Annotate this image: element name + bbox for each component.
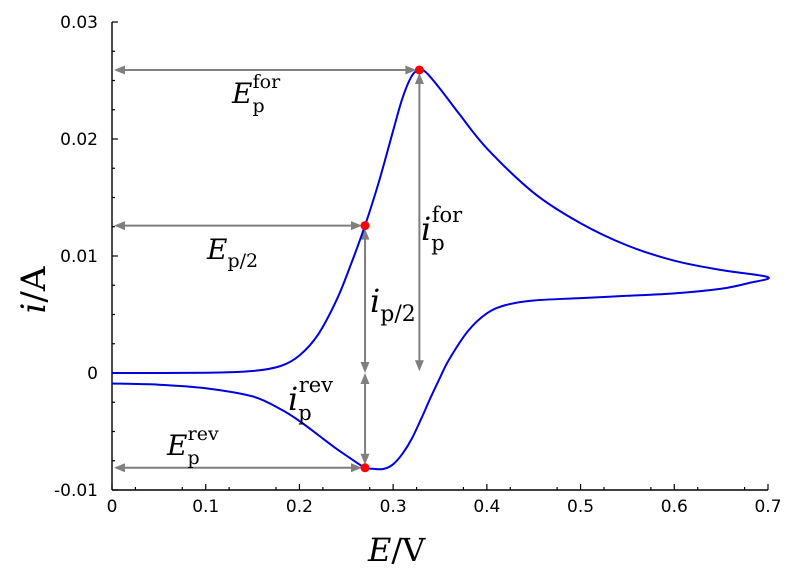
x-tick-label: 0.1 <box>192 497 219 517</box>
reverse-peak-marker <box>360 463 370 473</box>
arrow-i-p-half-head-start <box>360 228 370 240</box>
x-tick-label: 0.5 <box>567 497 594 517</box>
arrow-i-p-for-head-end <box>414 360 424 372</box>
x-tick-label: 0.6 <box>661 497 688 517</box>
y-tick-label: 0.01 <box>60 247 98 267</box>
x-tick-label: 0 <box>107 497 118 517</box>
label-e-p-rev: Eprev <box>166 423 219 469</box>
arrow-i-p-rev-head-end <box>360 453 370 465</box>
half-peak-marker <box>360 221 370 231</box>
label-i-p-for: ipfor <box>421 203 463 255</box>
arrow-e-p-rev-head-start <box>114 463 125 473</box>
x-tick-label: 0.2 <box>286 497 313 517</box>
x-tick-label: 0.4 <box>473 497 500 517</box>
y-tick-label: 0.03 <box>60 13 98 33</box>
y-axis-title: i/A <box>14 266 54 313</box>
y-tick-label: 0.02 <box>60 130 98 150</box>
peak-markers <box>360 65 424 473</box>
y-tick-label: -0.01 <box>54 481 98 501</box>
y-tick-label: 0 <box>87 364 98 384</box>
label-e-p-for: Epfor <box>231 71 281 117</box>
x-ticks: 0 0.1 0.2 0.3 0.4 0.5 0.6 0.7 <box>107 484 782 517</box>
label-i-p-half: ip/2 <box>370 282 416 327</box>
y-ticks: -0.01 0 0.01 0.02 0.03 <box>54 13 118 501</box>
forward-peak-marker <box>414 65 424 75</box>
arrow-i-p-half-head-end <box>360 362 370 373</box>
arrow-i-p-for-head-start <box>414 73 424 84</box>
arrow-e-p-for-head-end <box>405 65 417 75</box>
label-i-p-rev: iprev <box>288 373 333 425</box>
x-tick-label: 0.7 <box>754 497 781 517</box>
label-e-p-half: Ep/2 <box>206 233 258 272</box>
arrow-e-p-half-head-end <box>351 221 362 231</box>
voltammogram-curve <box>111 68 770 471</box>
arrow-e-p-for-head-start <box>114 65 125 75</box>
annotation-arrows <box>114 65 424 473</box>
arrow-e-p-rev-head-end <box>351 463 362 473</box>
x-tick-label: 0.3 <box>380 497 407 517</box>
x-axis-title: E/V <box>367 531 426 569</box>
arrow-e-p-half-head-start <box>114 221 125 231</box>
arrow-i-p-rev-head-start <box>360 373 370 384</box>
